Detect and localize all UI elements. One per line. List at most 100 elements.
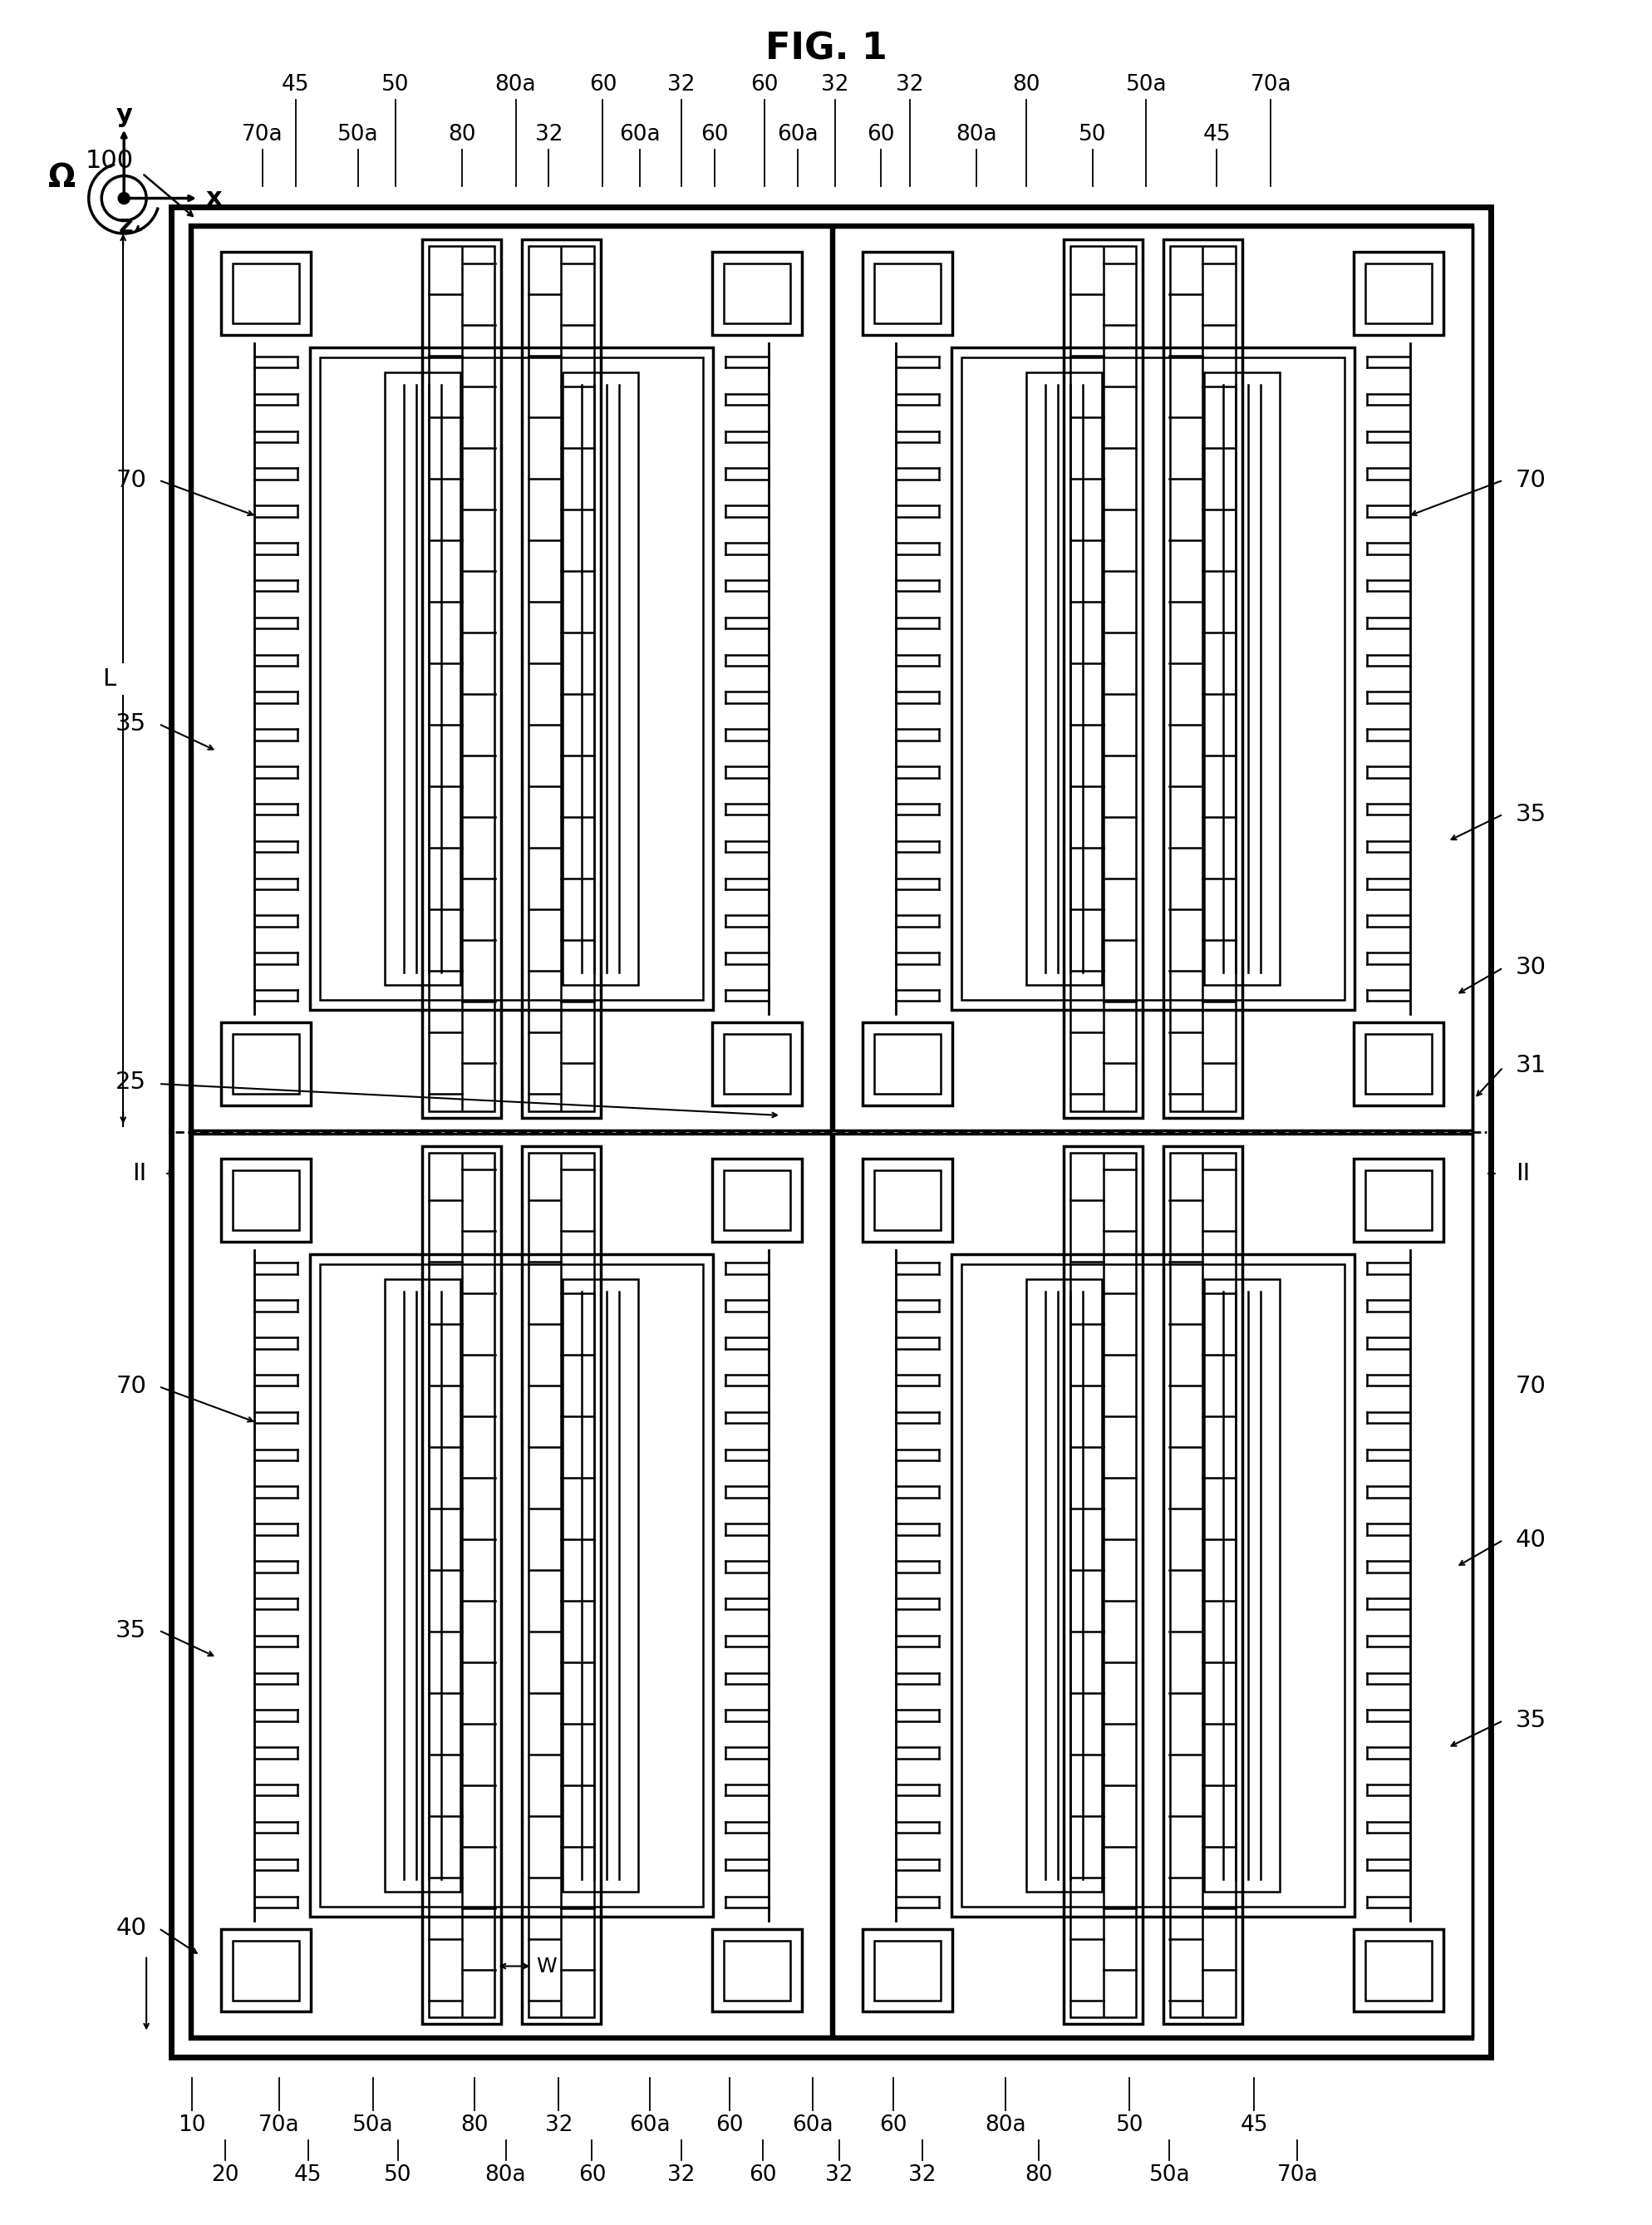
Text: y: y <box>116 102 132 127</box>
Bar <box>862 251 952 336</box>
Bar <box>192 227 831 1130</box>
Text: 50: 50 <box>382 73 410 96</box>
Text: 20: 20 <box>211 2165 240 2187</box>
Bar <box>952 347 1355 1010</box>
Bar <box>724 1170 790 1230</box>
Text: 32: 32 <box>535 125 563 145</box>
Text: 70: 70 <box>116 469 147 492</box>
Bar <box>1204 1279 1279 1891</box>
Bar <box>192 1135 831 2036</box>
Text: 60a: 60a <box>791 2114 833 2136</box>
Text: 50: 50 <box>1079 125 1107 145</box>
Text: 31: 31 <box>1515 1055 1546 1077</box>
Text: 25: 25 <box>116 1070 147 1095</box>
Bar <box>1026 372 1102 986</box>
Text: II: II <box>132 1161 147 1186</box>
Text: Ω: Ω <box>48 162 76 194</box>
Text: 32: 32 <box>826 2165 852 2187</box>
Bar <box>430 1153 494 2018</box>
Bar <box>874 1170 940 1230</box>
Text: 50a: 50a <box>352 2114 393 2136</box>
Bar <box>221 251 311 336</box>
Bar <box>834 227 1472 1130</box>
Text: 32: 32 <box>667 73 695 96</box>
Bar <box>1070 247 1137 1110</box>
Text: 50a: 50a <box>1148 2165 1189 2187</box>
Bar <box>320 358 704 999</box>
Text: 70a: 70a <box>1277 2165 1318 2187</box>
Text: 32: 32 <box>821 73 849 96</box>
Bar <box>1170 247 1236 1110</box>
Bar <box>862 1929 952 2011</box>
Text: 50a: 50a <box>337 125 378 145</box>
Text: 70a: 70a <box>1251 73 1292 96</box>
Bar <box>233 265 299 323</box>
Bar <box>1366 265 1432 323</box>
Text: 60: 60 <box>879 2114 907 2136</box>
Text: 50a: 50a <box>1125 73 1166 96</box>
Bar <box>529 247 595 1110</box>
Text: 32: 32 <box>667 2165 695 2187</box>
Text: FIG. 1: FIG. 1 <box>765 31 887 67</box>
Bar <box>874 1940 940 2000</box>
Bar <box>221 1159 311 1242</box>
Text: z: z <box>119 214 134 238</box>
Text: 35: 35 <box>116 712 147 736</box>
Text: 70a: 70a <box>241 125 282 145</box>
Text: 32: 32 <box>895 73 923 96</box>
Bar <box>1163 240 1242 1117</box>
Bar <box>172 207 1490 2058</box>
Bar <box>862 1159 952 1242</box>
Text: 45: 45 <box>1241 2114 1269 2136</box>
Text: 60: 60 <box>867 125 895 145</box>
Bar <box>1366 1940 1432 2000</box>
Text: 60a: 60a <box>620 125 661 145</box>
Bar <box>522 240 601 1117</box>
Bar <box>1353 1024 1444 1106</box>
Text: 70: 70 <box>1515 469 1546 492</box>
Text: 60: 60 <box>700 125 729 145</box>
Text: x: x <box>205 187 221 211</box>
Text: 60: 60 <box>715 2114 743 2136</box>
Bar <box>961 1264 1345 1907</box>
Text: 40: 40 <box>116 1916 147 1940</box>
Text: 80: 80 <box>448 125 476 145</box>
Bar <box>221 1929 311 2011</box>
Bar <box>562 372 638 986</box>
Bar <box>233 1170 299 1230</box>
Text: 60: 60 <box>578 2165 606 2187</box>
Bar <box>1366 1170 1432 1230</box>
Text: L: L <box>102 668 116 690</box>
Text: 45: 45 <box>1203 125 1231 145</box>
Bar <box>874 1035 940 1095</box>
Text: 80a: 80a <box>985 2114 1026 2136</box>
Bar <box>952 1255 1355 1916</box>
Text: 70a: 70a <box>258 2114 299 2136</box>
Bar <box>1064 1146 1143 2025</box>
Bar <box>1163 1146 1242 2025</box>
Text: 60: 60 <box>588 73 616 96</box>
Text: 80: 80 <box>461 2114 487 2136</box>
Bar <box>233 1035 299 1095</box>
Bar <box>233 1940 299 2000</box>
Text: 45: 45 <box>294 2165 322 2187</box>
Text: II: II <box>1515 1161 1530 1186</box>
Text: 70: 70 <box>1515 1375 1546 1397</box>
Bar <box>385 372 461 986</box>
Text: 100: 100 <box>86 149 134 174</box>
Text: 80a: 80a <box>496 73 537 96</box>
Bar <box>961 358 1345 999</box>
Text: W: W <box>537 1956 557 1976</box>
Bar <box>724 265 790 323</box>
Text: 80a: 80a <box>955 125 996 145</box>
Bar <box>311 347 714 1010</box>
Text: 50: 50 <box>383 2165 411 2187</box>
Bar <box>385 1279 461 1891</box>
Text: 80: 80 <box>1024 2165 1052 2187</box>
Text: 80a: 80a <box>486 2165 527 2187</box>
Bar <box>529 1153 595 2018</box>
Bar <box>423 1146 501 2025</box>
Text: 35: 35 <box>116 1620 147 1642</box>
Bar <box>712 1929 801 2011</box>
Text: 60: 60 <box>748 2165 776 2187</box>
